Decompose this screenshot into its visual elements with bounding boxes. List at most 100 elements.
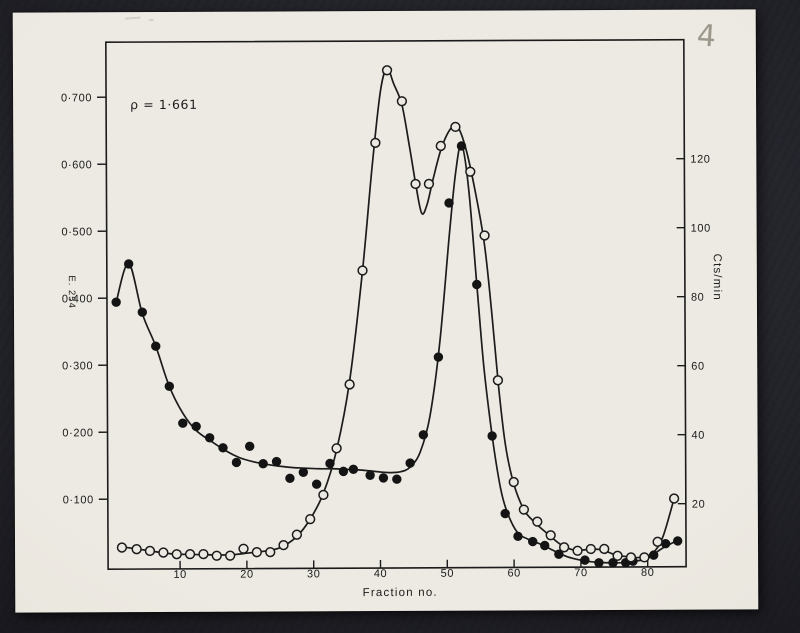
open-circle	[492, 375, 504, 386]
filled-circle	[338, 466, 349, 477]
filled-circle	[325, 458, 335, 469]
filled-circle	[151, 341, 161, 351]
open-circle	[225, 550, 236, 561]
svg-text:40: 40	[692, 430, 705, 442]
filled-circle	[271, 456, 282, 467]
svg-text:70: 70	[574, 567, 587, 579]
filled-circle	[365, 470, 375, 480]
open-circle	[318, 489, 329, 501]
right-axis-title: Cts/min	[711, 254, 723, 301]
open-circle	[423, 178, 435, 190]
open-circle	[381, 65, 393, 76]
open-circle	[652, 536, 663, 547]
open-circle	[625, 552, 637, 563]
open-circle	[116, 542, 128, 553]
open-circle	[370, 137, 381, 148]
svg-text:120: 120	[690, 154, 710, 166]
filled-circle	[137, 307, 148, 317]
left-y-axis-ticks: 0·700 0·600 0·500 0·400 0·300 0·200 0·100	[61, 92, 108, 506]
filled-circle	[648, 550, 659, 560]
open-circle	[450, 121, 461, 133]
filled-circle	[378, 473, 389, 483]
filled-circle	[528, 536, 538, 547]
filled-circle	[258, 459, 268, 469]
left-axis-title: E. 254	[66, 275, 77, 309]
x-axis-title: Fraction no.	[363, 587, 438, 599]
open-circle	[131, 544, 142, 555]
filled-circle	[444, 198, 454, 208]
svg-text:10: 10	[173, 569, 186, 581]
open-circle	[265, 546, 276, 558]
filled-circle	[513, 531, 523, 542]
open-circle	[211, 550, 222, 561]
open-circle	[479, 230, 490, 241]
open-circle	[291, 529, 303, 540]
open-circle	[639, 552, 650, 563]
open-circle	[184, 549, 196, 560]
svg-text:0·200: 0·200	[62, 427, 93, 439]
open-circle	[251, 547, 263, 558]
open-circle	[435, 140, 446, 152]
open-circle	[612, 550, 623, 561]
open-circle	[198, 548, 209, 560]
filled-circle	[191, 421, 201, 432]
svg-text:0·600: 0·600	[61, 159, 92, 171]
open-circle	[465, 166, 476, 177]
filled-circle	[554, 549, 564, 559]
filled-circle	[594, 558, 604, 568]
svg-text:40: 40	[374, 568, 387, 580]
svg-text:0·500: 0·500	[61, 226, 92, 238]
svg-text:100: 100	[691, 223, 711, 235]
filled-circle	[405, 458, 415, 468]
filled-circle	[472, 279, 482, 290]
svg-text:80: 80	[691, 292, 704, 304]
filled-circle	[218, 443, 228, 453]
open-circle	[305, 513, 316, 525]
filled-circle	[123, 259, 134, 269]
open-circle	[278, 539, 289, 551]
svg-text:20: 20	[692, 499, 705, 511]
open-circle	[357, 265, 368, 276]
svg-text:0·400: 0·400	[62, 293, 93, 305]
data-point-markers	[111, 65, 683, 568]
filled-circle	[456, 141, 467, 151]
filled-circle	[348, 464, 359, 475]
open-circle	[331, 443, 342, 454]
open-circle	[585, 543, 596, 555]
open-circle	[508, 476, 519, 488]
photo-print-paper: 4 10 20 30 40 50 60 70 80 0·700 0·600 0·500 0·400 0…	[12, 9, 759, 613]
open-circle	[171, 549, 182, 560]
open-circle	[518, 504, 530, 515]
filled-circle	[433, 352, 444, 362]
svg-text:60: 60	[507, 567, 520, 579]
open-circle	[158, 547, 169, 558]
curve-filled-circles-E254	[115, 143, 679, 564]
open-circle	[532, 516, 543, 527]
right-y-axis-ticks: 120 100 80 60 40 20	[676, 154, 711, 511]
svg-text:80: 80	[641, 567, 654, 579]
filled-circle	[392, 474, 402, 484]
open-circle	[344, 379, 355, 390]
open-circle	[545, 530, 556, 541]
density-annotation: ρ = 1·661	[130, 97, 198, 112]
filled-circle	[244, 441, 255, 451]
gradient-fractionation-chart: 10 20 30 40 50 60 70 80 0·700 0·600 0·500 0·400 0·3…	[61, 38, 723, 599]
filled-circle	[231, 457, 242, 468]
svg-text:0·300: 0·300	[62, 360, 93, 372]
open-circle	[558, 542, 570, 553]
filled-circle	[111, 297, 121, 307]
filled-circle	[660, 538, 671, 549]
filled-circle	[204, 433, 215, 443]
filled-circle	[311, 479, 322, 489]
svg-text:0·100: 0·100	[63, 494, 94, 506]
svg-text:20: 20	[240, 569, 253, 581]
filled-circle	[500, 508, 510, 519]
svg-text:30: 30	[307, 568, 320, 580]
svg-text:0·700: 0·700	[61, 92, 92, 104]
open-circle	[572, 545, 583, 556]
open-circle	[238, 543, 249, 554]
curve-open-circles-cts-min	[121, 67, 675, 559]
filled-circle	[580, 555, 590, 565]
open-circle	[599, 543, 610, 555]
